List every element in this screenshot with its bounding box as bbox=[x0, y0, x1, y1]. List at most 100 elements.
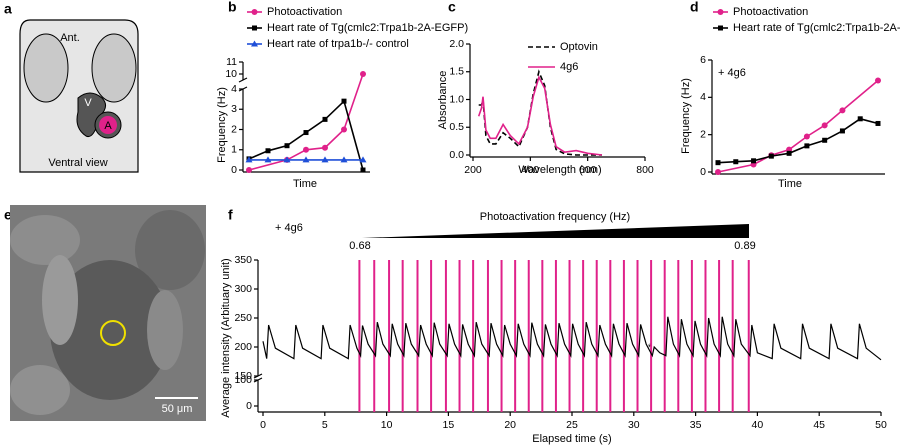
x-axis-title: Elapsed time (s) bbox=[532, 433, 611, 445]
texture bbox=[42, 255, 78, 345]
y-tick-label: 2.0 bbox=[449, 38, 464, 50]
marker bbox=[875, 120, 881, 126]
marker bbox=[359, 156, 367, 163]
marker bbox=[822, 137, 828, 143]
y-tick-label: 100 bbox=[234, 374, 252, 386]
panel-e: e 50 μm bbox=[4, 205, 206, 421]
label: A bbox=[104, 120, 112, 132]
legend-label: Photoactivation bbox=[733, 6, 808, 18]
frequency-wedge bbox=[362, 224, 749, 238]
y-tick-label: 200 bbox=[234, 341, 252, 353]
y-tick-label: 2 bbox=[700, 128, 706, 140]
y-tick-label: 6 bbox=[700, 54, 706, 66]
annotation: + 4g6 bbox=[718, 67, 746, 79]
x-tick-label: 35 bbox=[690, 419, 702, 431]
y-tick-label: 0.0 bbox=[449, 149, 464, 161]
bar-label: Photoactivation frequency (Hz) bbox=[480, 211, 630, 223]
marker bbox=[715, 169, 721, 175]
marker bbox=[303, 130, 309, 136]
legend-label: Photoactivation bbox=[267, 6, 342, 18]
roi-circle bbox=[100, 320, 126, 346]
marker bbox=[322, 116, 328, 122]
marker bbox=[804, 143, 810, 149]
y-tick-label: 0 bbox=[700, 166, 706, 178]
marker bbox=[875, 77, 881, 84]
x-axis-title: Time bbox=[293, 178, 317, 190]
x-tick-label: 40 bbox=[752, 419, 764, 431]
y-tick-label: 11 bbox=[226, 56, 237, 68]
marker bbox=[733, 159, 739, 165]
marker bbox=[768, 153, 774, 159]
marker bbox=[360, 71, 366, 77]
x-tick-label: 600 bbox=[579, 164, 597, 176]
panel-letter: a bbox=[4, 1, 12, 17]
label: V bbox=[84, 97, 92, 109]
y-tick-label: 3 bbox=[231, 103, 237, 115]
marker bbox=[839, 128, 845, 134]
marker bbox=[322, 144, 328, 151]
x-tick-label: 20 bbox=[504, 419, 516, 431]
marker bbox=[360, 167, 366, 173]
y-tick-label: 250 bbox=[234, 312, 252, 324]
eye bbox=[91, 33, 137, 103]
marker bbox=[246, 167, 252, 173]
texture bbox=[10, 365, 70, 415]
y-tick-label: 1 bbox=[231, 144, 237, 156]
x-tick-label: 50 bbox=[875, 419, 887, 431]
marker bbox=[284, 143, 290, 149]
axis-break bbox=[238, 77, 248, 83]
y-axis-title: Absorbance bbox=[437, 71, 449, 130]
marker bbox=[341, 98, 347, 104]
y-tick-label: 0.5 bbox=[449, 121, 464, 133]
marker bbox=[786, 150, 792, 156]
marker bbox=[803, 133, 810, 140]
panel-letter: f bbox=[228, 207, 233, 223]
legend-label: Heart rate of Tg(cmlc2:Trpa1b-2A-EGFP) bbox=[733, 22, 900, 34]
x-tick-label: 45 bbox=[813, 419, 825, 431]
freq-start: 0.68 bbox=[349, 240, 370, 252]
x-tick-label: 15 bbox=[443, 419, 455, 431]
marker bbox=[265, 148, 271, 154]
panel-a: a Ant. V A Ventral view bbox=[4, 1, 139, 173]
y-tick-label: 2 bbox=[231, 123, 237, 135]
texture bbox=[135, 210, 205, 290]
marker bbox=[715, 160, 721, 166]
marker bbox=[751, 158, 757, 164]
y-tick-label: 150 bbox=[234, 370, 252, 382]
marker bbox=[821, 122, 828, 129]
marker bbox=[717, 9, 724, 15]
series-line bbox=[477, 75, 603, 156]
marker bbox=[303, 146, 309, 153]
marker bbox=[251, 40, 258, 47]
texture bbox=[147, 290, 183, 370]
x-tick-label: 5 bbox=[322, 419, 328, 431]
panel-letter: d bbox=[690, 0, 699, 15]
y-axis-title: Average intensity (Arbituary unit) bbox=[220, 258, 232, 417]
marker bbox=[283, 156, 291, 163]
series-line bbox=[717, 79, 879, 173]
series-line bbox=[248, 73, 364, 171]
marker bbox=[718, 25, 723, 31]
y-tick-label: 4 bbox=[231, 83, 237, 95]
panel-letter: c bbox=[448, 0, 456, 15]
texture bbox=[10, 215, 80, 265]
marker bbox=[264, 156, 272, 163]
label: Ventral view bbox=[48, 157, 107, 169]
marker bbox=[252, 25, 257, 31]
marker bbox=[857, 116, 863, 122]
y-axis-title: Frequency (Hz) bbox=[680, 78, 692, 154]
y-tick-label: 300 bbox=[234, 283, 252, 295]
panel-letter: b bbox=[228, 0, 237, 15]
x-tick-label: 30 bbox=[628, 419, 640, 431]
marker bbox=[341, 126, 347, 133]
legend-label: Optovin bbox=[560, 41, 598, 53]
legend-label: 4g6 bbox=[560, 61, 578, 73]
series-line bbox=[478, 69, 602, 156]
legend-label: Heart rate of trpa1b-/- control bbox=[267, 38, 409, 50]
y-tick-label: 0 bbox=[246, 400, 252, 412]
y-axis-title: Frequency (Hz) bbox=[216, 87, 228, 163]
series-line bbox=[717, 117, 879, 164]
marker bbox=[302, 156, 310, 163]
marker bbox=[245, 156, 253, 163]
